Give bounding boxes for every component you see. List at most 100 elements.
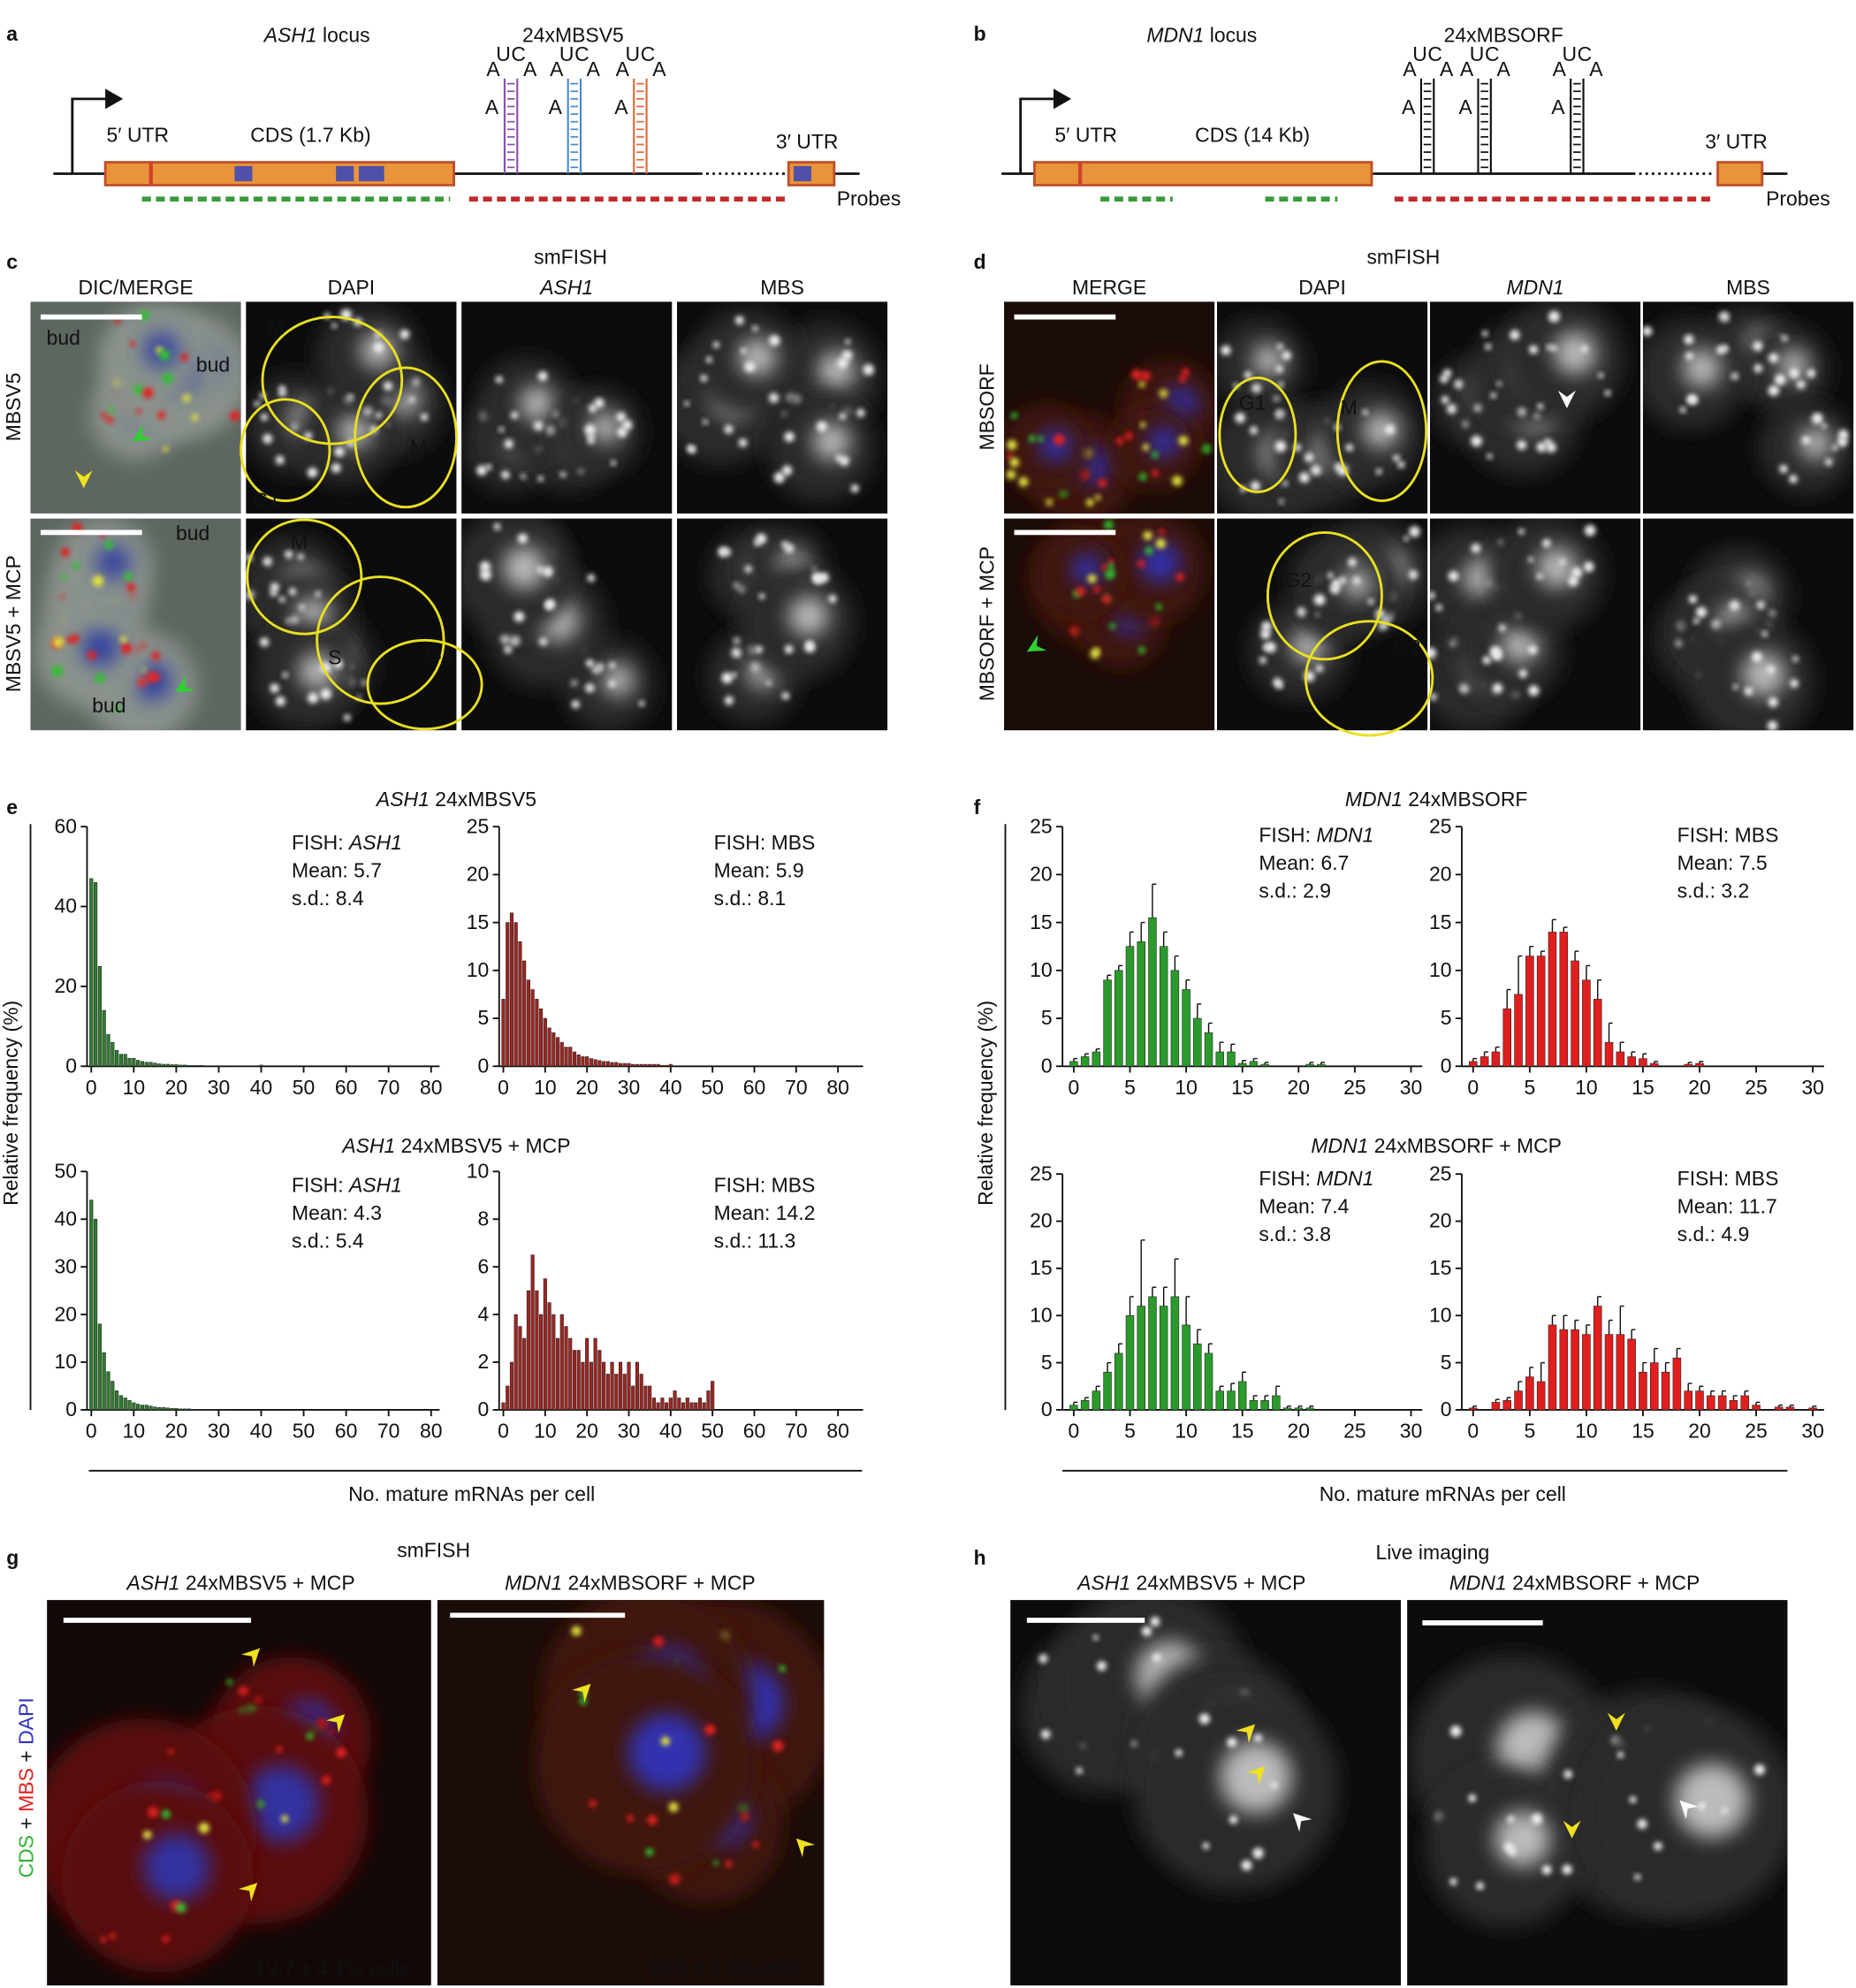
y-tick-label: 10	[1429, 958, 1452, 981]
cell-label: G1	[253, 489, 280, 512]
bar	[1785, 1406, 1795, 1411]
spot	[608, 680, 616, 688]
x-tick-label: 30	[1400, 1420, 1423, 1443]
y-tick-label-part: 15	[1429, 910, 1452, 933]
spot	[1441, 395, 1449, 404]
bar	[1672, 1357, 1682, 1411]
loop-base: U	[1412, 42, 1427, 65]
loop-base-part: U	[559, 42, 574, 65]
bar	[694, 1402, 698, 1411]
spot	[814, 575, 824, 584]
spot	[579, 1697, 588, 1705]
x-tick-label-part: 0	[1069, 1420, 1080, 1443]
spot	[1518, 529, 1525, 535]
spot	[275, 696, 285, 706]
spot	[1811, 413, 1823, 424]
y-tick-label: 15	[1429, 910, 1452, 933]
column-header-part: DAPI	[1298, 276, 1346, 299]
spot	[1045, 498, 1054, 507]
spot	[816, 421, 827, 432]
bar	[1469, 1407, 1478, 1411]
spot	[255, 1800, 265, 1809]
spot	[260, 637, 270, 647]
arrowhead	[1563, 1820, 1581, 1839]
cell-outline	[1218, 376, 1297, 493]
bar	[660, 1064, 665, 1067]
stat-part: s.d.: 5.4	[292, 1229, 364, 1252]
bar	[581, 1361, 585, 1411]
bar	[668, 1063, 673, 1067]
x-axis-label: No. mature mRNAs per cell	[348, 1482, 595, 1505]
x-tick-label: 25	[1343, 1420, 1366, 1443]
spot	[1138, 473, 1147, 481]
x-tick-label: 40	[659, 1420, 682, 1443]
loop-base: U	[626, 42, 641, 65]
image-title: MDN1 24xMBSORF + MCP	[505, 1572, 756, 1595]
spot	[755, 645, 763, 654]
spot	[510, 411, 519, 419]
bar	[555, 1337, 560, 1411]
spot	[1241, 1860, 1252, 1871]
stat-part: Mean: 5.9	[714, 859, 804, 882]
bar	[165, 1063, 170, 1067]
spot	[262, 433, 273, 444]
x-tick-label-part: 10	[534, 1076, 557, 1099]
x-tick-label-part: 0	[1069, 1076, 1080, 1099]
bar	[1604, 1334, 1614, 1411]
image-title: ASH1 24xMBSV5 + MCP	[1076, 1572, 1305, 1595]
x-tick-label-part: 20	[1288, 1076, 1311, 1099]
bar	[1159, 946, 1168, 1067]
channel-label-part: DAPI	[14, 1697, 37, 1745]
x-tick-label-part: 10	[1175, 1076, 1198, 1099]
x-tick-label: 50	[701, 1420, 724, 1443]
bar	[212, 1409, 217, 1411]
panel-letter: b	[974, 22, 986, 45]
cell-count: 19.7 ± 4.1% cells	[255, 1957, 410, 1980]
x-tick-label: 20	[1288, 1076, 1311, 1099]
y-tick-label-part: 0	[1441, 1054, 1452, 1077]
bar	[170, 1064, 174, 1067]
bar	[1092, 1051, 1101, 1067]
spot	[282, 672, 288, 678]
cell-label-part: bud	[92, 694, 126, 717]
x-tick-label-part: 0	[498, 1420, 509, 1443]
bar	[660, 1398, 665, 1411]
motif	[234, 165, 253, 182]
spot	[772, 1740, 784, 1752]
spot	[1345, 444, 1354, 452]
spot	[1244, 370, 1252, 379]
bar	[1514, 994, 1523, 1067]
spot	[135, 408, 142, 415]
loop-base: C	[511, 42, 526, 65]
spot	[142, 387, 154, 399]
x-tick-label-part: 0	[86, 1420, 97, 1443]
spot	[95, 673, 105, 683]
spot	[538, 636, 548, 646]
spot	[1252, 1847, 1264, 1859]
bar	[200, 1065, 204, 1067]
y-tick-label-part: 50	[54, 1159, 77, 1182]
x-tick-label-part: 30	[208, 1420, 231, 1443]
spot	[315, 590, 321, 598]
spot	[336, 1748, 346, 1758]
y-tick-label: 0	[1041, 1054, 1053, 1077]
spot	[1473, 403, 1483, 413]
x-tick-label-part: 20	[165, 1420, 188, 1443]
x-tick-label-part: 10	[123, 1076, 146, 1099]
spot	[1159, 529, 1165, 536]
loop-base-part: C	[641, 42, 656, 65]
x-tick-label-part: 50	[701, 1076, 724, 1099]
spot	[1393, 454, 1400, 461]
bar	[1227, 1390, 1236, 1411]
cell-label: M	[291, 530, 308, 553]
y-tick-label-part: 10	[1030, 958, 1053, 981]
bar	[1272, 1395, 1281, 1411]
y-tick-label: 15	[1429, 1256, 1452, 1279]
spot	[1684, 334, 1694, 345]
column-header-part: MDN1	[1507, 276, 1564, 299]
bar	[102, 1352, 106, 1411]
x-tick-label-part: 5	[1124, 1420, 1136, 1443]
spot	[594, 398, 605, 408]
spot	[617, 427, 628, 438]
x-tick-label: 30	[1400, 1076, 1423, 1099]
